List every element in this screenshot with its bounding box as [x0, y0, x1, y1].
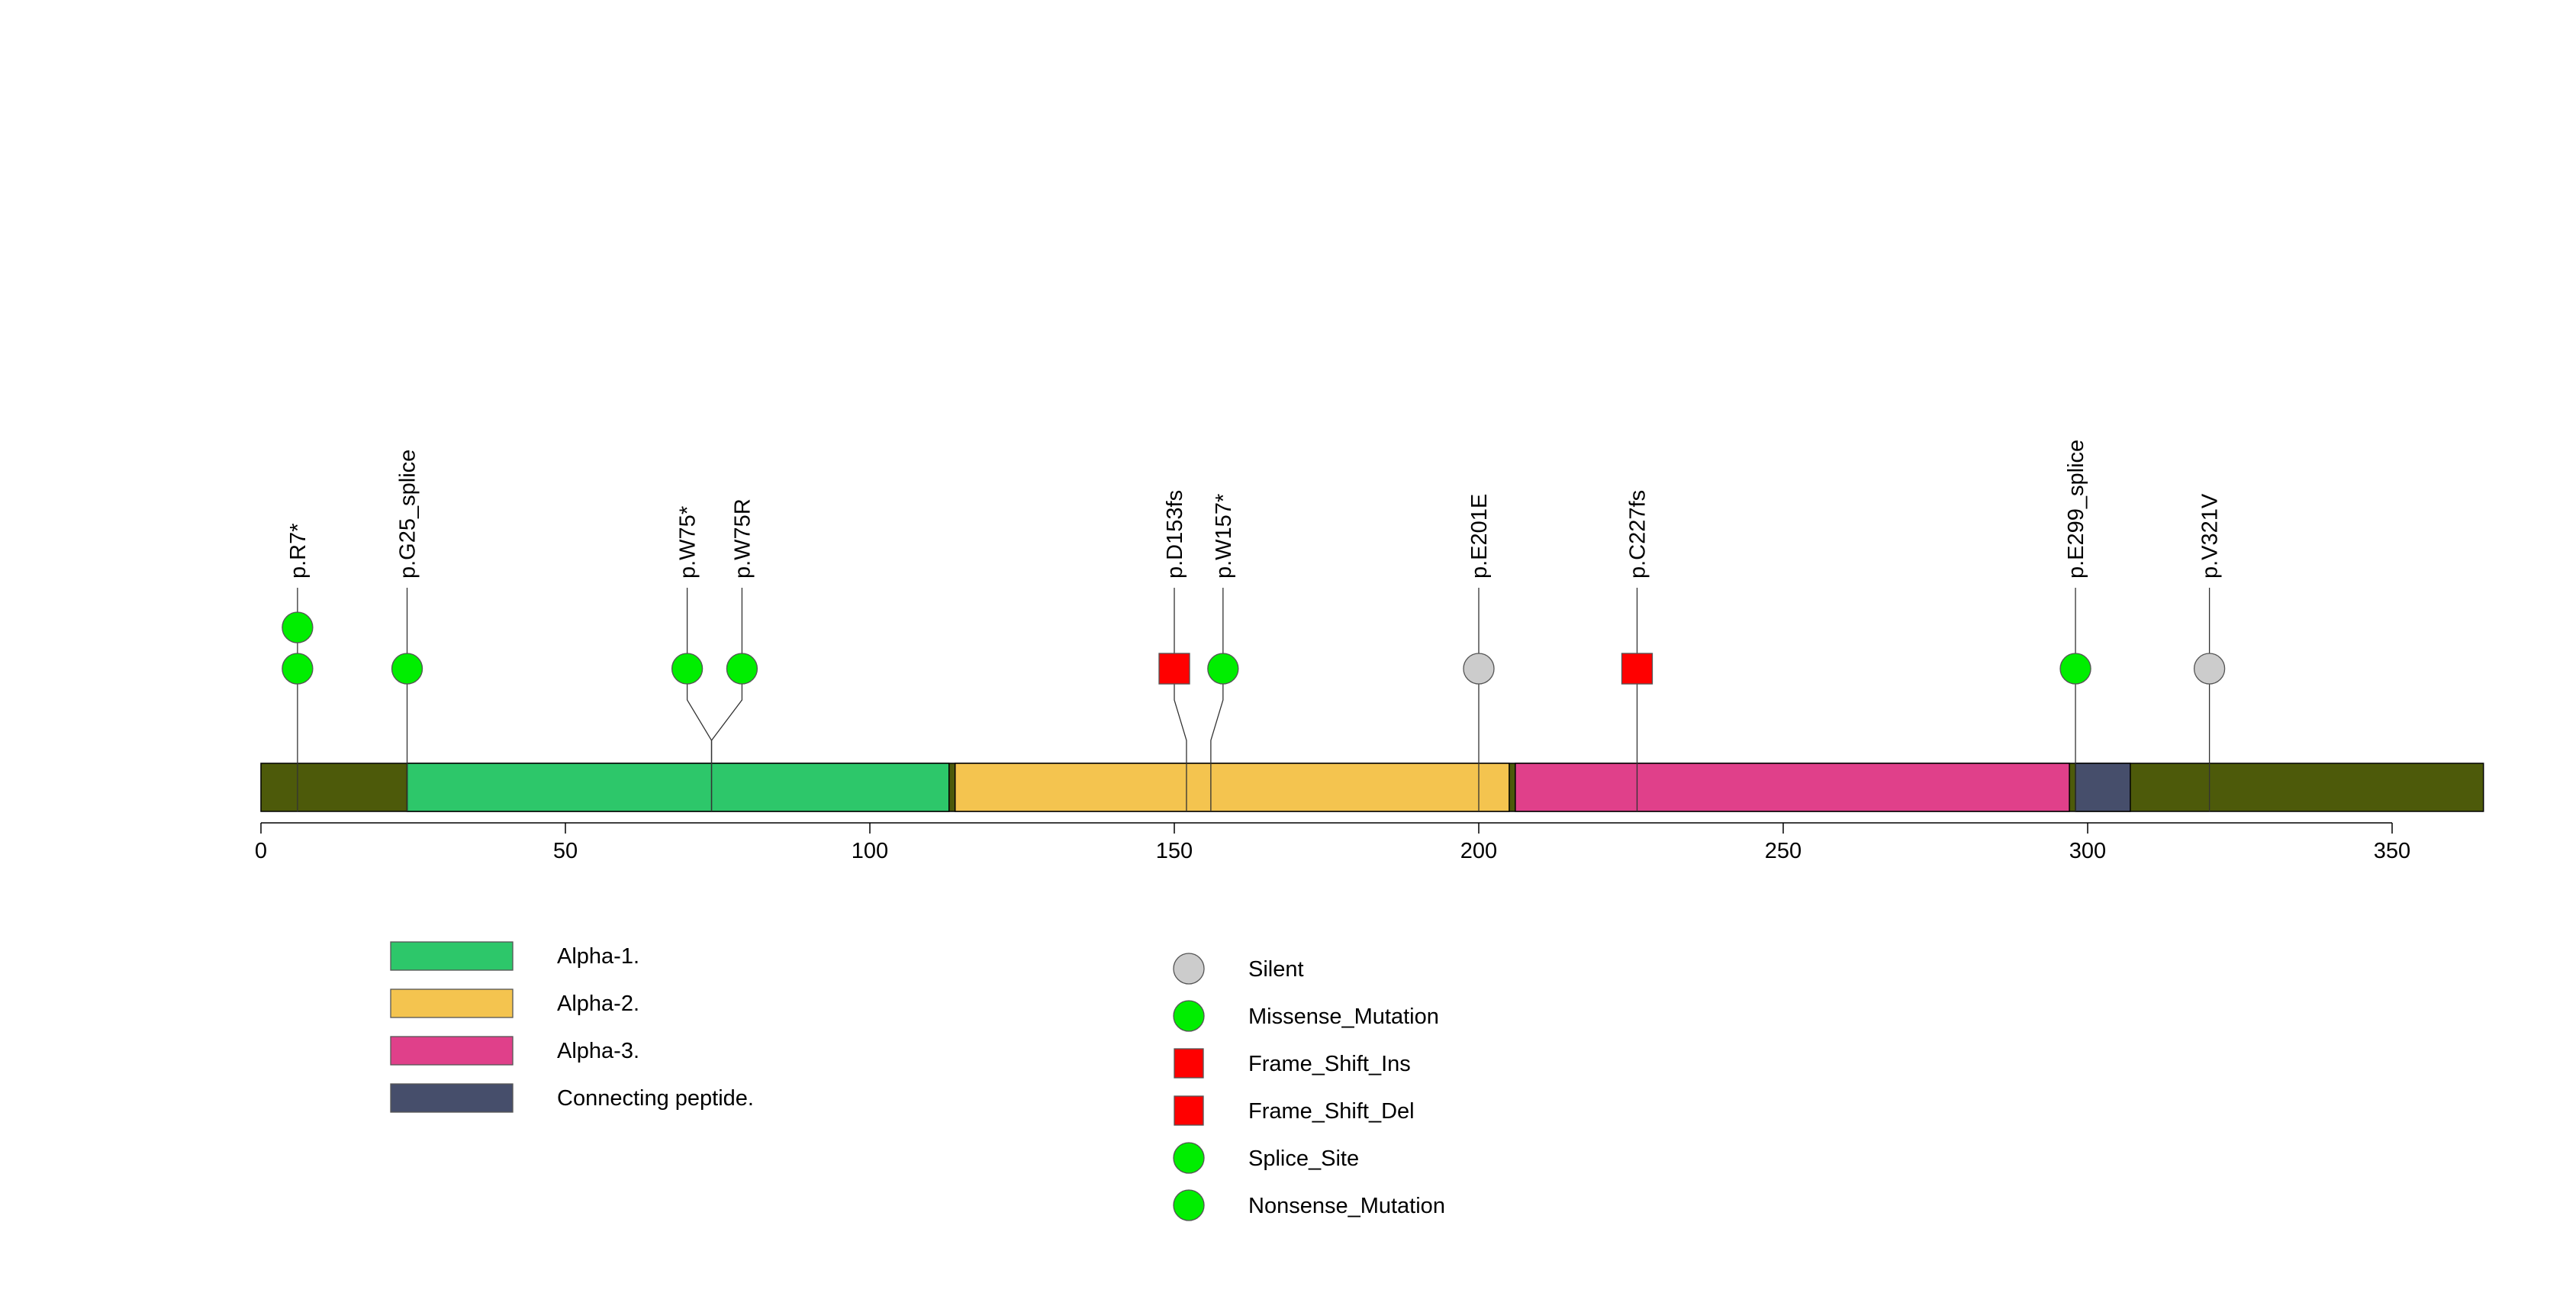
region-alpha-1	[406, 763, 950, 812]
x-tick-label-300: 300	[2069, 839, 2106, 863]
x-tick-label-150: 150	[1156, 839, 1193, 863]
region-alpha-3	[1515, 763, 2070, 812]
x-axis: 0 50 100 150 200 250 300 350	[255, 822, 2410, 863]
region-alpha-2	[954, 763, 1510, 812]
marker-p-r7-1	[282, 653, 314, 685]
marker-p-d153fs-1	[1158, 653, 1190, 685]
label-p-g25-splice: p.G25_splice	[396, 450, 420, 579]
legend-marker-nonsense-mutation	[1173, 1189, 1205, 1221]
legend-marker-silent	[1173, 953, 1205, 985]
x-tick-label-350: 350	[2374, 839, 2410, 863]
stem-p-w75r	[710, 588, 743, 811]
legend-label-nonsense-mutation: Nonsense_Mutation	[1248, 1194, 1445, 1218]
legend-swatch-alpha-2	[390, 988, 514, 1018]
mutation-markers-group	[282, 611, 2226, 685]
marker-p-g25-splice-1	[391, 653, 423, 685]
label-p-w157: p.W157*	[1212, 494, 1236, 579]
marker-p-r7-2	[282, 611, 314, 643]
legend-label-splice-site: Splice_Site	[1248, 1146, 1359, 1171]
legend-regions: Alpha-1. Alpha-2. Alpha-3. Connecting pepti…	[390, 941, 754, 1113]
legend-swatch-alpha-1	[390, 941, 514, 971]
label-p-d153fs: p.D153fs	[1163, 490, 1187, 579]
legend-mutation-types: Silent Missense_Mutation Frame_Shift_Ins Fr…	[1173, 953, 1445, 1221]
label-p-e201e: p.E201E	[1467, 494, 1492, 579]
label-p-w75r: p.W75R	[730, 498, 755, 579]
label-p-r7: p.R7*	[286, 523, 311, 579]
x-tick-label-50: 50	[553, 839, 578, 863]
label-p-v321v: p.V321V	[2198, 493, 2223, 579]
x-tick-label-250: 250	[1765, 839, 1802, 863]
marker-p-w157-1	[1207, 653, 1239, 685]
mutation-labels-group: p.R7* p.G25_splice p.W75* p.W75R p.D153fs p.W…	[286, 440, 2223, 579]
legend-label-frame-shift-del: Frame_Shift_Del	[1248, 1099, 1415, 1124]
x-tick-label-0: 0	[255, 839, 267, 863]
stem-p-w157	[1210, 588, 1224, 811]
label-p-c227fs: p.C227fs	[1625, 490, 1650, 579]
marker-p-e201e-1	[1463, 653, 1495, 685]
legend-label-alpha-3: Alpha-3.	[557, 1039, 639, 1063]
legend-label-silent: Silent	[1248, 957, 1304, 982]
x-tick-label-200: 200	[1460, 839, 1497, 863]
legend-label-alpha-2: Alpha-2.	[557, 992, 639, 1016]
label-p-w75: p.W75*	[676, 506, 700, 579]
marker-p-c227fs-1	[1621, 653, 1653, 685]
marker-p-w75-1	[671, 653, 704, 685]
legend-label-frame-shift-ins: Frame_Shift_Ins	[1248, 1052, 1411, 1076]
mutation-stems-group	[297, 588, 2211, 811]
region-connecting-peptide	[2075, 763, 2131, 812]
marker-p-v321v-1	[2193, 653, 2226, 685]
legend-marker-frame-shift-ins	[1174, 1048, 1204, 1079]
marker-p-e299-splice-1	[2059, 653, 2091, 685]
legend-marker-splice-site	[1173, 1142, 1205, 1174]
legend-marker-missense-mutation	[1173, 1000, 1205, 1032]
legend-marker-frame-shift-del	[1174, 1095, 1204, 1126]
legend-label-missense-mutation: Missense_Mutation	[1248, 1005, 1439, 1029]
marker-p-w75r-1	[726, 653, 758, 685]
label-p-e299-splice: p.E299_splice	[2064, 440, 2088, 579]
legend-swatch-alpha-3	[390, 1036, 514, 1066]
legend-label-connecting-peptide: Connecting peptide.	[557, 1086, 754, 1111]
legend-label-alpha-1: Alpha-1.	[557, 944, 639, 969]
legend-swatch-connecting-peptide	[390, 1083, 514, 1113]
stem-p-d153fs	[1174, 588, 1187, 811]
protein-regions-group	[406, 763, 2131, 812]
x-tick-label-100: 100	[852, 839, 888, 863]
